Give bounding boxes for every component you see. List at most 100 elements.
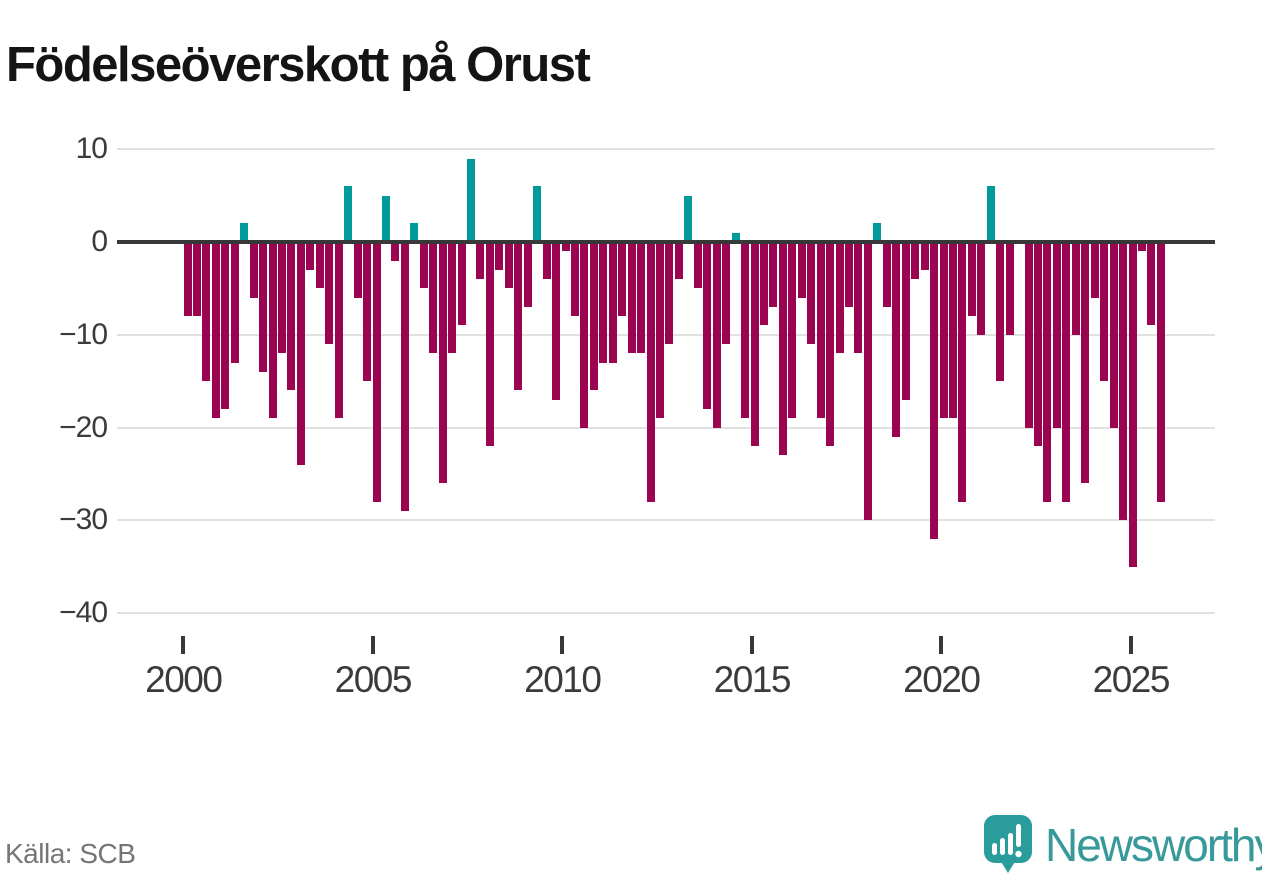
y-axis-label--10: −10 — [59, 317, 108, 351]
bar-2021-q2 — [986, 186, 995, 240]
bar-2007-q1 — [448, 244, 457, 354]
bar-2024-q2 — [1100, 244, 1109, 382]
bar-2006-q4 — [438, 244, 447, 484]
bar-2012-q2 — [646, 244, 655, 502]
bar-2021-q3 — [996, 244, 1005, 382]
bar-2015-q1 — [750, 244, 759, 447]
bar-2022-q3 — [1034, 244, 1042, 447]
bar-2019-q3 — [920, 244, 929, 270]
y-axis-label-0: 0 — [91, 225, 108, 258]
x-axis-label-2010: 2010 — [524, 659, 602, 700]
bar-2011-q2 — [608, 244, 617, 363]
bar-2022-q2 — [1024, 244, 1033, 428]
bar-2011-q1 — [599, 244, 608, 363]
bar-2014-q3 — [731, 232, 740, 240]
bar-2014-q4 — [741, 244, 750, 419]
chart-title: Födelseöverskott på Orust — [6, 37, 591, 92]
bar-2017-q1 — [826, 244, 835, 447]
bar-2023-q2 — [1062, 244, 1071, 502]
newsworthy-wordmark: Newsworthy — [1045, 818, 1262, 871]
bar-2000-q2 — [192, 244, 201, 317]
bar-2021-q4 — [1005, 244, 1014, 335]
newsworthy-badge-icon — [984, 815, 1032, 873]
bar-2002-q3 — [278, 244, 286, 354]
bar-2016-q4 — [816, 244, 825, 419]
bar-2025-q3 — [1147, 244, 1156, 326]
bar-2006-q3 — [429, 244, 438, 354]
bar-2013-q3 — [693, 244, 702, 289]
bar-2005-q3 — [391, 244, 400, 261]
bar-2018-q1 — [863, 244, 872, 521]
x-tick-2020 — [939, 636, 944, 654]
bar-2017-q3 — [845, 244, 853, 307]
bar-2007-q3 — [467, 158, 475, 240]
bar-2006-q2 — [419, 244, 428, 289]
bar-2010-q1 — [561, 244, 570, 252]
gridline--30 — [117, 519, 1215, 522]
source-note: Källa: SCB — [5, 838, 136, 869]
zero-axis-line — [117, 240, 1215, 244]
x-axis-label-2015: 2015 — [713, 659, 792, 700]
bar-2021-q1 — [977, 244, 986, 335]
bar-2025-q1 — [1128, 244, 1137, 567]
bar-2004-q3 — [353, 244, 362, 298]
bar-2000-q4 — [211, 244, 220, 419]
bar-2004-q2 — [344, 186, 353, 240]
bar-2020-q3 — [958, 244, 967, 502]
bar-2016-q1 — [788, 244, 797, 419]
bar-2013-q1 — [674, 244, 683, 280]
x-axis-label-2005: 2005 — [334, 659, 413, 700]
x-tick-2025 — [1128, 636, 1133, 654]
bar-2009-q2 — [533, 186, 542, 240]
bar-2008-q4 — [514, 244, 523, 391]
bar-2005-q2 — [381, 195, 390, 240]
bar-2010-q2 — [570, 244, 579, 317]
bar-2001-q1 — [221, 244, 230, 409]
bar-2003-q4 — [325, 244, 334, 345]
bar-2012-q3 — [656, 244, 664, 419]
x-tick-2000 — [181, 636, 186, 654]
bar-2015-q3 — [769, 244, 778, 307]
bar-2025-q4 — [1156, 244, 1165, 502]
bar-2004-q4 — [363, 244, 372, 382]
bar-2000-q3 — [202, 244, 211, 382]
x-axis-label-2000: 2000 — [145, 659, 223, 700]
bar-2003-q3 — [315, 244, 324, 289]
bar-2022-q4 — [1043, 244, 1052, 502]
bar-2019-q1 — [901, 244, 910, 400]
bar-2016-q2 — [797, 244, 806, 298]
bar-2017-q2 — [835, 244, 844, 354]
gridline--20 — [117, 426, 1215, 429]
y-axis-label--40: −40 — [59, 596, 108, 630]
bar-2005-q4 — [400, 244, 409, 511]
bar-2007-q2 — [457, 244, 466, 326]
bar-2001-q2 — [230, 244, 239, 363]
bar-2024-q1 — [1090, 244, 1099, 298]
bar-2020-q2 — [948, 244, 957, 419]
bar-2001-q4 — [249, 244, 258, 298]
bar-2002-q1 — [259, 244, 268, 372]
y-axis-label--30: −30 — [59, 503, 108, 537]
bar-2009-q3 — [542, 244, 551, 280]
bar-2001-q3 — [240, 223, 249, 240]
bar-2025-q2 — [1137, 244, 1146, 252]
bar-2017-q4 — [854, 244, 863, 354]
bar-2007-q4 — [476, 244, 485, 280]
x-tick-2005 — [370, 636, 375, 654]
gridline--40 — [117, 612, 1215, 615]
bar-2010-q3 — [580, 244, 589, 428]
bar-2004-q1 — [334, 244, 343, 419]
bar-2011-q3 — [618, 244, 627, 317]
bar-2010-q4 — [589, 244, 598, 391]
bar-2009-q1 — [523, 244, 532, 307]
bar-2006-q1 — [410, 223, 419, 240]
newsworthy-logo[interactable]: Newsworthy — [983, 814, 1262, 875]
bar-2018-q4 — [892, 244, 901, 437]
bar-2014-q2 — [722, 244, 731, 345]
bar-2020-q1 — [939, 244, 948, 419]
bar-2008-q2 — [495, 244, 504, 270]
x-axis-label-2025: 2025 — [1092, 659, 1171, 700]
bar-2011-q4 — [627, 244, 636, 354]
bar-2005-q1 — [372, 244, 381, 502]
